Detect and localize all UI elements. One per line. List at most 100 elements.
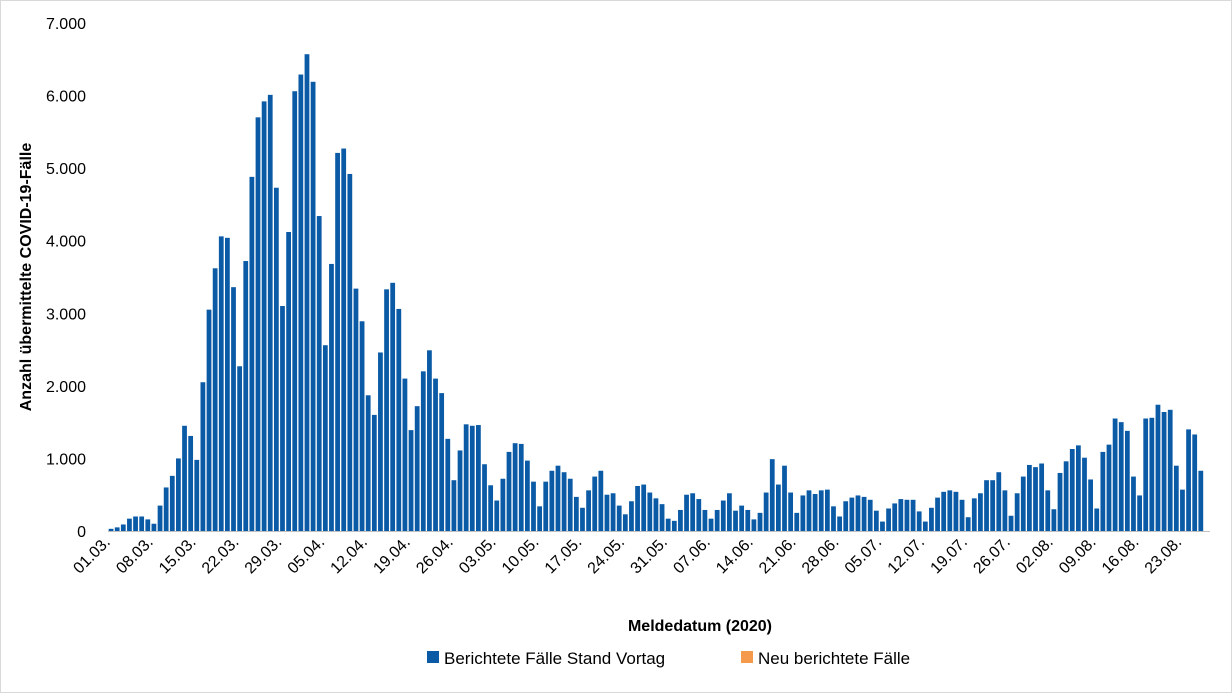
bar-vortag	[353, 288, 359, 531]
bar-vortag	[1057, 472, 1063, 531]
bar-vortag	[322, 345, 328, 531]
bar-vortag	[910, 499, 916, 531]
bar-vortag	[500, 478, 506, 531]
bar-vortag	[978, 493, 983, 531]
bar-vortag	[843, 501, 849, 531]
bar-vortag	[708, 518, 714, 531]
bar-vortag	[714, 509, 720, 531]
bar-vortag	[433, 378, 438, 531]
bar-vortag	[616, 505, 622, 531]
bar-vortag	[439, 393, 445, 531]
bar-vortag	[420, 371, 426, 531]
bar-vortag	[751, 519, 757, 531]
bar-vortag	[1039, 463, 1045, 531]
bar-vortag	[1045, 490, 1051, 531]
bar-vortag	[1112, 418, 1118, 531]
legend-swatch-vortag	[427, 651, 439, 663]
bar-vortag	[451, 480, 457, 531]
bar-vortag	[1075, 445, 1081, 531]
bar-vortag	[586, 490, 591, 531]
y-axis-title: Anzahl übermittelte COVID-19-Fälle	[18, 143, 35, 412]
bar-vortag	[806, 490, 812, 531]
bar-vortag	[794, 512, 800, 531]
bar-vortag	[1124, 430, 1130, 531]
bar-vortag	[1033, 467, 1038, 531]
bar-vortag	[678, 509, 683, 531]
bar-vortag	[880, 521, 885, 531]
bar-vortag	[861, 496, 867, 531]
bar-vortag	[329, 263, 334, 531]
bar-vortag	[635, 486, 640, 531]
bar-vortag	[653, 498, 659, 531]
bar-vortag	[739, 505, 745, 531]
y-tick-label: 4.000	[46, 234, 86, 251]
bar-vortag	[1186, 429, 1191, 531]
bar-vortag	[775, 484, 781, 531]
bar-vortag	[641, 484, 647, 531]
bar-vortag	[335, 152, 340, 531]
bar-vortag	[237, 366, 243, 531]
bar-vortag	[898, 499, 904, 531]
x-axis-title: Meldedatum (2020)	[628, 618, 772, 635]
bar-vortag	[1173, 465, 1179, 531]
y-tick-label: 6.000	[46, 89, 86, 106]
bar-vortag	[1118, 422, 1124, 531]
bar-vortag	[457, 450, 463, 531]
bar-vortag	[849, 497, 855, 531]
bar-vortag	[1137, 495, 1142, 531]
bar-vortag	[384, 289, 389, 531]
bar-vortag	[831, 506, 836, 531]
bar-vortag	[1198, 470, 1204, 531]
bar-vortag	[1002, 490, 1008, 531]
bar-vortag	[512, 443, 518, 531]
bar-vortag	[788, 492, 794, 531]
bar-vortag	[1131, 476, 1136, 531]
legend-label-vortag: Berichtete Fälle Stand Vortag	[444, 649, 665, 668]
bar-vortag	[120, 524, 126, 531]
bar-vortag	[537, 506, 543, 531]
bar-vortag	[990, 480, 996, 531]
bar-vortag	[1180, 489, 1185, 531]
bar-vortag	[176, 458, 181, 531]
bar-vortag	[145, 519, 151, 531]
bar-vortag	[231, 287, 236, 531]
bar-vortag	[1106, 444, 1112, 531]
bar-vortag	[684, 494, 689, 531]
bar-vortag	[720, 500, 726, 531]
bar-vortag	[592, 476, 598, 531]
bar-vortag	[892, 503, 898, 531]
bar-vortag	[690, 493, 696, 531]
bar-vortag	[812, 493, 818, 531]
bar-vortag	[837, 516, 842, 531]
bar-vortag	[922, 521, 928, 531]
bar-vortag	[745, 509, 751, 531]
series-vortag-bars	[108, 54, 1204, 532]
bar-vortag	[163, 487, 169, 531]
bar-vortag	[482, 464, 487, 531]
bar-vortag	[224, 237, 230, 531]
y-tick-label: 2.000	[46, 379, 86, 396]
bar-vortag	[341, 148, 347, 531]
bar-vortag	[1063, 461, 1069, 531]
bar-vortag	[133, 516, 138, 531]
bar-vortag	[947, 490, 953, 531]
legend-swatch-neu	[741, 651, 753, 663]
bar-vortag	[200, 382, 206, 531]
bar-vortag	[524, 460, 530, 531]
bar-vortag	[1192, 434, 1198, 531]
bar-vortag	[139, 516, 145, 531]
bar-vortag	[561, 472, 567, 531]
bar-vortag	[347, 173, 353, 531]
bar-vortag	[929, 507, 934, 531]
bar-vortag	[1020, 476, 1026, 531]
bar-vortag	[1082, 457, 1087, 531]
bar-vortag	[1143, 418, 1149, 531]
y-tick-label: 5.000	[46, 161, 86, 178]
bar-vortag	[298, 74, 304, 532]
bar-vortag	[941, 491, 947, 531]
bar-vortag	[157, 505, 163, 531]
bar-vortag	[127, 518, 132, 531]
bar-vortag	[671, 520, 677, 531]
bar-vortag	[800, 495, 806, 531]
